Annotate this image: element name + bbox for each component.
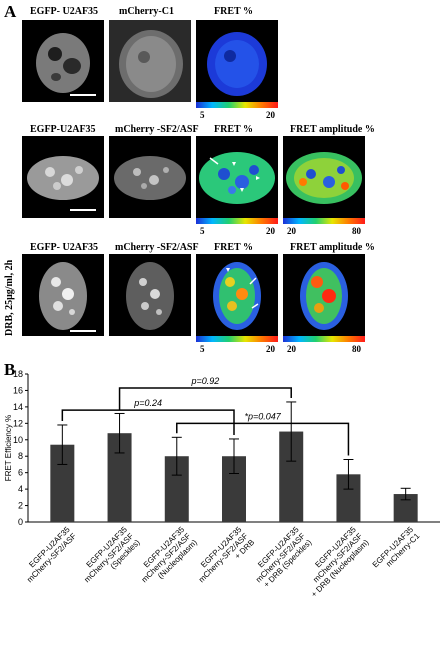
category-label-3: EGFP-U2AF35mCherry-SF2/ASF+ DRB xyxy=(191,525,257,591)
bracket-p092-line xyxy=(118,387,292,410)
bracket-p024-label: p=0.24 xyxy=(133,398,162,408)
row1-egfp-image xyxy=(22,20,104,102)
bracket-p0047-label: *p=0.047 xyxy=(244,411,281,421)
row3-amp-colorbar-max: 80 xyxy=(352,344,361,354)
row1-colorbar-min: 5 xyxy=(200,110,205,120)
bar-0 xyxy=(50,444,75,522)
row2-amp-colorbar-max: 80 xyxy=(352,226,361,236)
row3-amplitude-image xyxy=(283,254,365,336)
panel-a-letter: A xyxy=(4,2,17,21)
row2-fret-colorbar-max: 20 xyxy=(266,226,275,236)
row2-egfp-image xyxy=(22,136,104,218)
row2-label-fret: FRET % xyxy=(214,124,253,135)
row3-label-mcherry: mCherry -SF2/ASF xyxy=(115,242,199,253)
row1-label-mcherry: mCherry-C1 xyxy=(119,6,174,17)
row3-egfp-image xyxy=(22,254,104,336)
row3-label-amplitude: FRET amplitude % xyxy=(290,242,375,253)
fret-efficiency-chart: 0 2 4 6 8 10 12 14 16 18 FRET Efficiency % EGFP-U2A… xyxy=(4,369,440,599)
row3-fret-colorbar xyxy=(196,336,278,342)
row1-label-fret: FRET % xyxy=(214,6,253,17)
row1-fret-colorbar xyxy=(196,102,278,108)
row3-fret-colorbar-min: 5 xyxy=(200,344,205,354)
category-label-0: EGFP-U2AF35mCherry-SF2/ASF xyxy=(19,525,79,585)
row3-fret-image xyxy=(196,254,278,336)
row1-colorbar-max: 20 xyxy=(266,110,275,120)
y-tick-label-8: 8 xyxy=(18,451,23,461)
y-tick-label-16: 16 xyxy=(13,385,23,395)
category-label-5: EGFP-U2AF35mCherry-SF2/ASF+ DRB (Nucleop… xyxy=(297,525,371,599)
row2-label-amplitude: FRET amplitude % xyxy=(290,124,375,135)
row1-mcherry-image xyxy=(109,20,191,102)
row3-fret-colorbar-max: 20 xyxy=(266,344,275,354)
y-tick-label-0: 0 xyxy=(18,517,23,527)
row3-label-fret: FRET % xyxy=(214,242,253,253)
row3-mcherry-image xyxy=(109,254,191,336)
row3-side-label: DRB, 25μg/ml, 2h xyxy=(4,259,15,336)
y-tick-label-18: 18 xyxy=(13,369,23,379)
row2-amp-colorbar-min: 20 xyxy=(287,226,296,236)
bracket-p024-line xyxy=(61,409,235,435)
bracket-p092-label: p=0.92 xyxy=(190,376,219,386)
panel-b-letter: B xyxy=(4,360,16,379)
y-tick-label-2: 2 xyxy=(18,501,23,511)
row1-label-egfp: EGFP- U2AF35 xyxy=(30,6,99,17)
row2-fret-colorbar xyxy=(196,218,278,224)
row2-label-egfp: EGFP-U2AF35 xyxy=(30,124,96,135)
category-label-4: EGFP-U2AF35mCherry-SF2/ASF+ DRB (Speckle… xyxy=(248,525,314,591)
y-tick-label-12: 12 xyxy=(13,418,23,428)
row2-fret-image xyxy=(196,136,278,218)
row3-amp-colorbar-min: 20 xyxy=(287,344,296,354)
row1-fret-image xyxy=(196,20,278,102)
category-label-1: EGFP-U2AF35mCherry-SF2/ASF(Speckles) xyxy=(76,525,142,591)
category-label-2: EGFP-U2AF35mCherry-SF2/ASF(Nucleoplasm) xyxy=(133,525,199,591)
row2-mcherry-image xyxy=(109,136,191,218)
row2-label-mcherry: mCherry -SF2/ASF xyxy=(115,124,199,135)
y-tick-label-6: 6 xyxy=(18,468,23,478)
row3-label-egfp: EGFP- U2AF35 xyxy=(30,242,99,253)
y-axis-label: FRET Efficiency % xyxy=(4,415,13,481)
row2-amplitude-image xyxy=(283,136,365,218)
row2-fret-colorbar-min: 5 xyxy=(200,226,205,236)
y-tick-label-10: 10 xyxy=(13,435,23,445)
row2-amplitude-colorbar xyxy=(283,218,365,224)
row3-amplitude-colorbar xyxy=(283,336,365,342)
category-label-6: EGFP-U2AF35mCherry-C1 xyxy=(371,525,422,576)
bracket-p0047-line xyxy=(176,422,350,456)
y-tick-label-4: 4 xyxy=(18,484,23,494)
y-tick-label-14: 14 xyxy=(13,402,23,412)
